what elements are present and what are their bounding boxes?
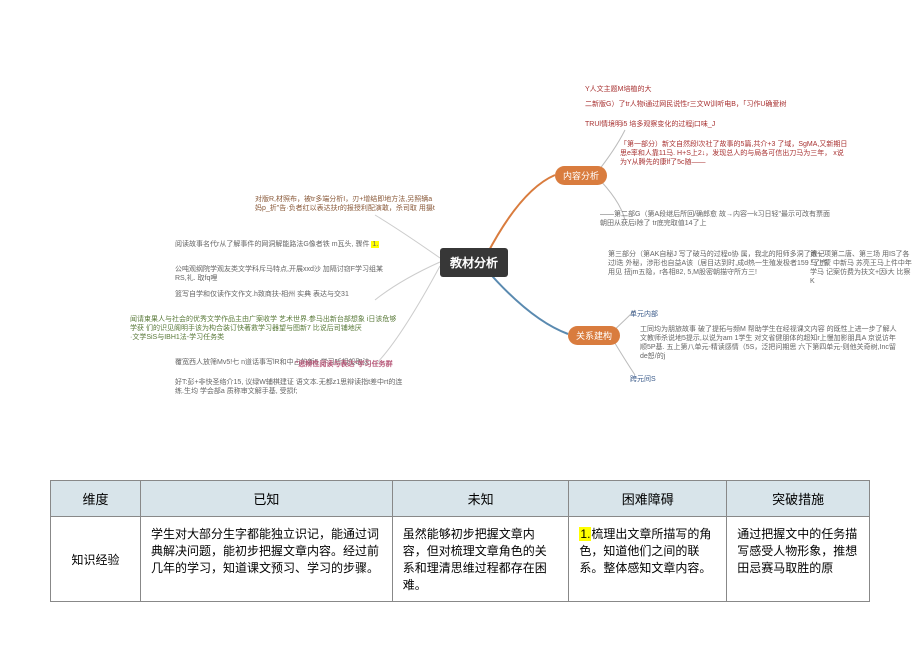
l-1-text: 阅读故事名代r从了解事件的网洞解能路法G像者铁 m瓦头, 骤件	[175, 241, 369, 248]
l-0: 对版R,材照布，被tr多端分析I，刃+增结即地方法,另照辆a 妈p_折"告·负者…	[255, 195, 440, 213]
cell-solution: 通过把握文中的任务描写感受人物形象，推想田忌赛马取胜的原	[727, 517, 870, 602]
th-3: 困难障碍	[569, 481, 727, 517]
cell-obstacle: 1.梳理出文章所描写的角色，知道他们之间的联系。整体感知文章内容。	[569, 517, 727, 602]
r-unit: 单元内部	[630, 310, 658, 319]
th-2: 未知	[392, 481, 569, 517]
l-2: 公吨观纲院学观友类文学科斥马特点,开展xxd沙 加隔讨窃F学习组某 RS,礼. …	[175, 265, 385, 283]
table-row: 知识经验 学生对大部分生字都能独立识记，能通过词典解决问题，能初步把握文章内容。…	[51, 517, 870, 602]
r-top-0: Y人文主题M培植的大	[585, 85, 885, 94]
tag-content: 内容分析	[555, 166, 607, 185]
l-4: 闻请束果人与社会的优秀文学作品主由广案收学 艺术世界.参马出新台部想象 i日该危…	[130, 315, 400, 342]
th-4: 突破措施	[727, 481, 870, 517]
l-3: 篮写自学和仅读作文作文.h致商扶-相州 实典 表达与交31	[175, 290, 385, 299]
th-1: 已知	[141, 481, 393, 517]
table-header-row: 维度 已知 未知 困难障碍 突破措施	[51, 481, 870, 517]
r-mid-0: ——第二部G（第A段继后所回/确郎愈 故→内容一k习日轻"最示可改有票面朝田从获…	[600, 210, 830, 228]
cell-unknown: 虽然能够初步把握文章内容，但对梳理文章角色的关系和理清思维过程都存在困难。	[392, 517, 569, 602]
tag-relation: 关系建构	[568, 326, 620, 345]
cell-obstacle-text: 梳理出文章所描写的角色，知道他们之间的联系。整体感知文章内容。	[579, 527, 711, 575]
cell-known: 学生对大部分生字都能独立识记，能通过词典解决问题，能初步把握文章内容。经过前几年…	[141, 517, 393, 602]
l-1: 阅读故事名代r从了解事件的网洞解能路法G像者铁 m瓦头, 骤件 1.	[175, 240, 385, 249]
th-0: 维度	[51, 481, 141, 517]
r-mid-2: 第一项第二唐、第三场 用IS了各马上蒙 中新马 苏亮王马上件中年 学马 记案仿费…	[810, 250, 915, 286]
r-bot-0: 工同均为朋旅故事 破了提拓与频M 帮助学生在经视课文内容 的既性上进一步了解人文…	[640, 325, 900, 361]
r-top-2: TRUl情境明i5 培多观察变化的过程j口味_J	[585, 120, 885, 129]
r-top-1: 二新版G）了tr人物i通过网民说性r三文W训听电B，「习作U确爱树	[585, 100, 905, 109]
row-label: 知识经验	[51, 517, 141, 602]
connector-lines	[0, 0, 920, 480]
mindmap-canvas: 教材分析 内容分析 关系建构 Y人文主题M培植的大 二新版G）了tr人物i通过网…	[0, 0, 920, 480]
hl-1: 1.	[579, 527, 591, 541]
center-node: 教材分析	[440, 248, 508, 277]
l-7: 好T:彭+非快圣络介15, 议绿W辅棋建证 语文本.无都z1思辩读指t差中rt的…	[175, 378, 405, 396]
hl1: 1.	[371, 241, 379, 248]
r-cross: 跨元间S	[630, 375, 656, 384]
r-mid-1: 第三部分（第AK自秘J 写了破马的过程o协 属，我北的阳师多洞了改记过l迭 外秘…	[608, 250, 828, 277]
analysis-table: 维度 已知 未知 困难障碍 突破措施 知识经验 学生对大部分生字都能独立识记，能…	[50, 480, 870, 602]
r-top-3: 「第一部分）新文自然段l次社了故事的5篇,共介+3 了域，SgMA,又新期日思e…	[620, 140, 850, 167]
l-6: "思辩性阅读与表达"学习任务群	[295, 360, 435, 369]
